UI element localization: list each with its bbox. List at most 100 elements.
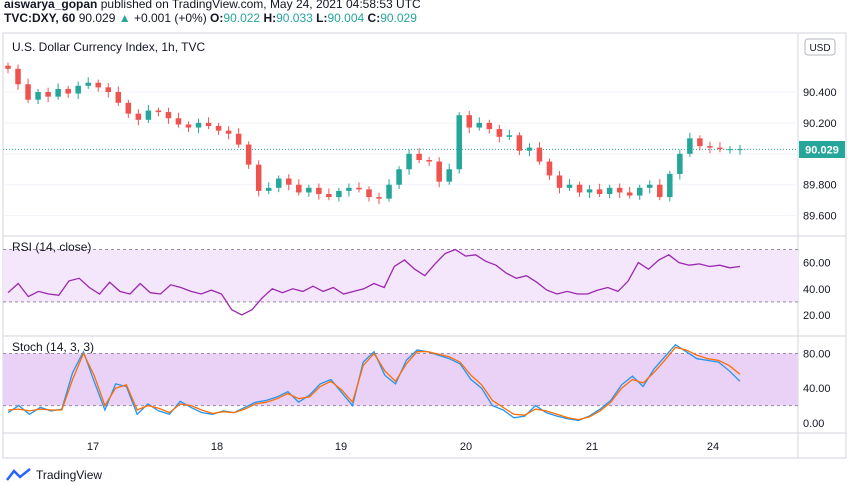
price-tick-label: 89.800 <box>803 180 837 192</box>
last-price: 90.029 <box>78 11 116 25</box>
candle <box>626 192 633 196</box>
candle <box>215 126 222 131</box>
high-value: 90.033 <box>276 11 313 25</box>
x-axis: 17 18 19 20 21 24 <box>87 441 719 453</box>
candle <box>45 92 51 97</box>
candle <box>115 92 122 103</box>
candle <box>306 187 312 193</box>
candle <box>727 149 733 151</box>
currency-label: USD <box>809 43 830 54</box>
candle <box>75 85 81 94</box>
candle <box>326 194 332 198</box>
candle <box>697 138 703 147</box>
candle <box>296 184 302 193</box>
rsi-line <box>7 248 741 316</box>
candle <box>275 178 282 188</box>
candle <box>707 146 713 148</box>
candle <box>616 187 623 193</box>
candle <box>406 153 412 170</box>
tradingview-logo-icon <box>6 468 31 481</box>
stoch-pane: 80.00 40.00 0.00 <box>3 343 831 430</box>
candle <box>546 161 553 176</box>
candle <box>145 110 152 120</box>
rsi-title: RSI (14, close) <box>12 240 91 254</box>
open-label: O: <box>210 11 224 25</box>
candle <box>526 147 533 151</box>
time-tick-label: 17 <box>87 441 99 453</box>
candle <box>5 65 11 69</box>
indicator-tick-label: 40.00 <box>803 383 831 395</box>
symbol-line: TVC:DXY, 60 90.029 ▲ +0.001 (+0%) O:90.0… <box>4 11 417 25</box>
candle <box>677 153 683 174</box>
candle <box>737 149 743 151</box>
stoch-d-line <box>7 346 741 421</box>
publisher-text: published on TradingView.com, May 24, 20… <box>100 0 421 11</box>
indicator-tick-label: 60.00 <box>803 258 831 270</box>
publisher-line: aiswarya_gopan published on TradingView.… <box>4 0 421 11</box>
indicator-tick-label: 40.00 <box>803 284 831 296</box>
currency-button[interactable]: USD <box>804 38 836 56</box>
candle <box>65 88 71 94</box>
candle <box>667 173 673 198</box>
arrow-up-icon: ▲ <box>118 11 131 25</box>
last-price-tag: 90.029 <box>799 141 845 158</box>
candle <box>436 161 442 182</box>
candle <box>556 175 563 188</box>
candle <box>586 189 593 193</box>
candle <box>185 124 192 128</box>
candle <box>456 115 462 170</box>
candle <box>336 190 342 198</box>
footer-brand: TradingView <box>36 468 103 482</box>
candle <box>536 147 543 162</box>
candle <box>717 147 723 150</box>
candle <box>486 122 493 130</box>
candle <box>15 68 21 85</box>
open-value: 90.022 <box>223 11 261 25</box>
stoch-title: Stoch (14, 3, 3) <box>12 340 94 354</box>
chart-frame <box>2 32 847 459</box>
candle <box>316 187 322 194</box>
candle <box>356 187 362 190</box>
candle <box>195 122 202 128</box>
candle <box>165 112 172 119</box>
candle <box>446 169 452 182</box>
candle <box>105 87 112 92</box>
candle <box>225 130 232 134</box>
symbol-name: TVC:DXY, 60 <box>4 11 76 25</box>
time-tick-label: 19 <box>335 441 347 453</box>
candle <box>175 118 182 125</box>
low-value: 90.004 <box>327 11 365 25</box>
candle <box>85 82 91 86</box>
candle <box>135 113 142 120</box>
candle <box>606 187 613 194</box>
price-chart-title: U.S. Dollar Currency Index, 1h, TVC <box>12 40 206 54</box>
indicator-band <box>3 353 798 406</box>
price-tick-label: 90.400 <box>803 87 837 99</box>
time-tick-label: 24 <box>707 441 719 453</box>
candle <box>416 153 422 160</box>
candle <box>466 115 473 128</box>
candle <box>396 169 402 185</box>
candle <box>687 138 693 154</box>
candle <box>506 135 513 137</box>
indicator-tick-label: 0.00 <box>803 418 824 430</box>
close-label: C: <box>367 11 381 25</box>
publisher-user: aiswarya_gopan <box>4 0 98 11</box>
candle <box>95 82 102 88</box>
high-label: H: <box>263 11 277 25</box>
candle <box>646 184 653 188</box>
footer: TradingView <box>6 468 102 482</box>
indicator-tick-label: 20.00 <box>803 310 831 322</box>
indicator-tick-label: 80.00 <box>803 348 831 360</box>
candle <box>55 88 61 97</box>
close-value: 90.029 <box>380 11 417 25</box>
candle <box>265 187 272 191</box>
last-price-label: 90.029 <box>805 145 839 157</box>
candle <box>516 135 523 151</box>
candle <box>245 144 252 165</box>
candle <box>25 84 31 100</box>
candle <box>476 122 483 128</box>
candle <box>566 184 573 188</box>
